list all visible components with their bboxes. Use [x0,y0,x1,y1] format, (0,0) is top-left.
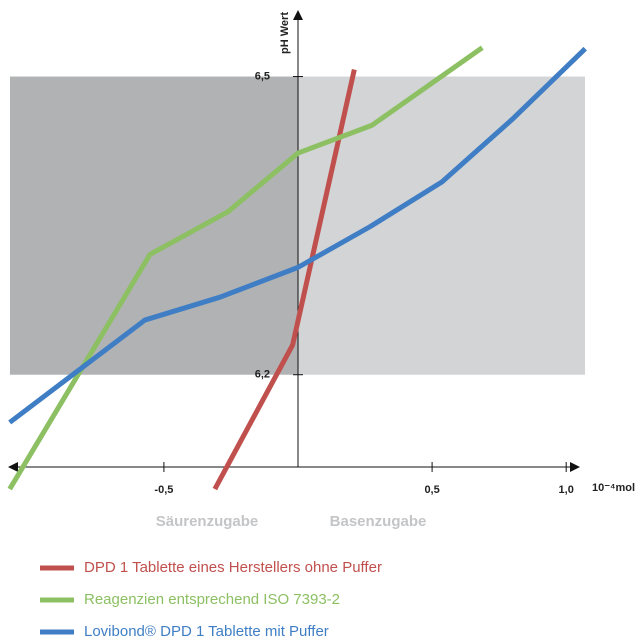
y-arrow [293,10,303,20]
annotation: Säurenzugabe [156,513,259,530]
y-tick-label: 6,5 [255,70,270,82]
band-right [298,76,585,375]
legend-label: Lovibond® DPD 1 Tablette mit Puffer [84,623,329,638]
legend-label: DPD 1 Tablette eines Herstellers ohne Pu… [84,559,382,576]
series-line [8,46,587,425]
series-line [212,69,357,491]
y-axis-label: pH Wert [279,12,291,54]
y-tick-label: 6,2 [255,369,270,381]
x-axis-label: 10⁻⁴mol [592,482,635,494]
x-arrow-right [570,462,580,472]
x-tick-label: 0,5 [424,484,439,496]
annotation: Basenzugabe [330,513,427,530]
x-tick-label: -0,5 [154,484,173,496]
x-tick-label: 1,0 [559,484,574,496]
legend-label: Reagenzien entsprechend ISO 7393-2 [84,591,340,608]
x-arrow-left [8,462,18,472]
series-line [7,45,484,491]
band-left [10,76,298,375]
